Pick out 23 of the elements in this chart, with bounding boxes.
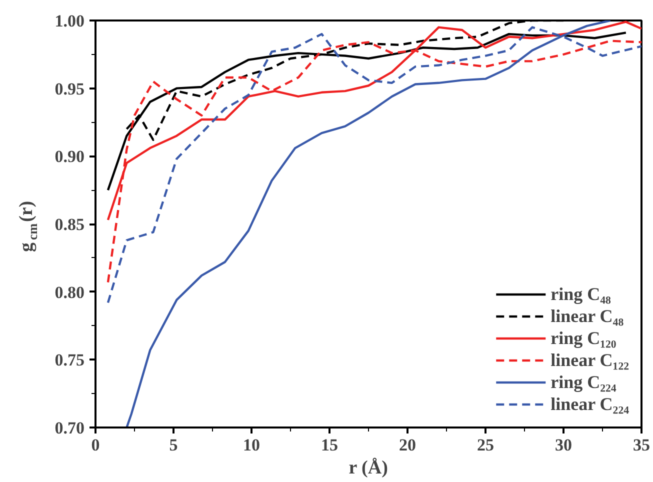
x-tick-label: 30: [555, 436, 572, 454]
x-tick-label: 0: [91, 436, 100, 454]
y-tick-label: 0.75: [54, 350, 84, 370]
legend-label: linear C₄₈: [550, 305, 624, 327]
x-tick-label: 35: [633, 436, 650, 454]
y-tick-label: 0.85: [54, 215, 84, 234]
legend-label: ring C₁₂₀: [550, 327, 616, 349]
y-tick-label: 0.90: [54, 147, 84, 166]
x-tick-label: 5: [169, 436, 178, 454]
legend-label: linear C₁₂₂: [550, 349, 629, 371]
x-tick-label: 15: [321, 436, 338, 454]
x-tick-label: 25: [477, 436, 494, 454]
y-tick-label: 1.00: [54, 12, 84, 30]
x-tick-label: 10: [243, 436, 260, 454]
y-tick-label: 0.80: [54, 282, 84, 302]
y-tick-label: 0.70: [54, 418, 84, 438]
y-tick-label: 0.95: [54, 79, 84, 98]
legend-label: ring C₄₈: [550, 283, 611, 305]
x-axis-title: r (Å): [348, 458, 388, 478]
legend-label: linear C₂₂₄: [550, 393, 629, 415]
x-tick-label: 20: [399, 436, 416, 454]
legend-label: ring C₂₂₄: [550, 371, 616, 393]
y-axis-title: gcm(r): [16, 200, 40, 252]
